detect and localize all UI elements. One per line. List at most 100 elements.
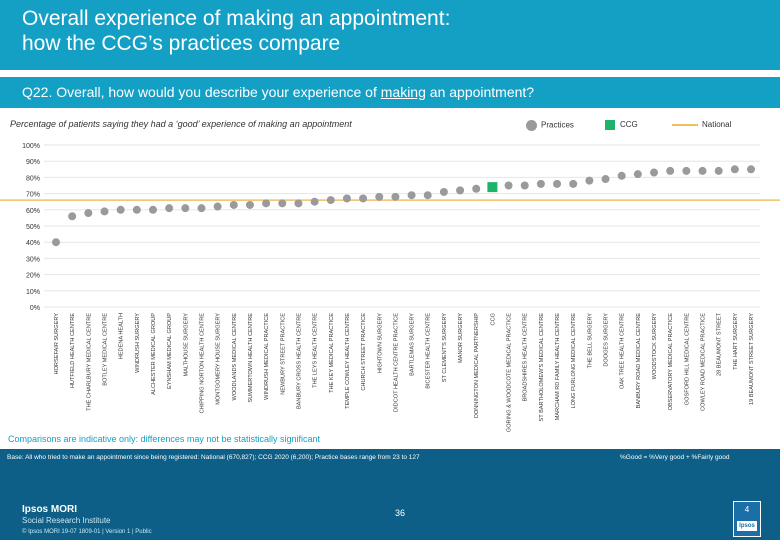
practice-point (601, 175, 610, 184)
practice-point (116, 205, 125, 214)
practice-point (181, 204, 190, 213)
title-line-1: Overall experience of making an appointm… (22, 7, 451, 30)
practice-point (520, 181, 529, 190)
x-tick-label: DOOGES SURGERY (604, 313, 610, 367)
x-tick-label: MONTGOMERY HOUSE SURGERY (216, 313, 222, 405)
question-prefix: Q22. Overall, how would you describe you… (22, 84, 381, 100)
x-tick-label: BANBURY ROAD MEDICAL CENTRE (636, 313, 642, 409)
x-tick-label: THE KEY MEDICAL PRACTICE (329, 313, 335, 393)
y-tick-label: 80% (26, 175, 40, 182)
x-tick-label: BARTLEMAS SURGERY (410, 313, 416, 376)
practice-point (407, 191, 416, 200)
badge-logo: Ipsos (737, 521, 757, 531)
x-tick-label: CHURCH STREET PRACTICE (361, 313, 367, 391)
y-tick-label: 30% (26, 256, 40, 263)
chart-subtitle: Percentage of patients saying they had a… (10, 119, 352, 129)
title-line-2: how the CCG’s practices compare (22, 32, 341, 55)
base-text: Base: All who tried to make an appointme… (7, 454, 420, 461)
x-tick-label: BICESTER HEALTH CENTRE (426, 313, 432, 389)
question-emphasis: making (380, 84, 426, 100)
practice-point (84, 209, 93, 218)
legend-national: National (672, 120, 731, 129)
legend-national-line (672, 123, 698, 126)
x-tick-label: DONNINGTON MEDICAL PARTNERSHIP (474, 313, 480, 418)
practice-point (197, 204, 206, 213)
legend-practice-marker (526, 120, 537, 131)
practice-point (730, 165, 739, 174)
practice-point (100, 207, 109, 216)
practice-point (747, 165, 755, 174)
y-tick-label: 60% (26, 208, 40, 215)
legend-ccg-label: CCG (620, 120, 638, 130)
practice-point (326, 196, 335, 205)
sri-logo-text: Social Research Institute (22, 516, 111, 525)
x-tick-label: HIGHTOWN SURGERY (377, 313, 383, 373)
practice-point (213, 202, 222, 211)
practice-point (536, 179, 545, 188)
practice-point (633, 170, 642, 179)
practice-point (229, 200, 238, 209)
definition-text: %Good = %Very good + %Fairly good (620, 454, 730, 461)
ipsos-badge: 4 Ipsos (733, 501, 761, 537)
x-tick-label: CHIPPING NORTON HEALTH CENTRE (199, 313, 205, 414)
practice-point (553, 179, 562, 188)
x-tick-label: SUMMERTOWN HEALTH CENTRE (248, 313, 254, 403)
practice-point (391, 192, 400, 201)
x-tick-label: HORSEFAIR SURGERY (54, 313, 60, 375)
practice-point (245, 200, 254, 209)
x-tick-label: DIDCOT HEALTH CENTRE PRACTICE (393, 313, 399, 412)
page-title: Overall experience of making an appointm… (22, 6, 450, 56)
practice-point (342, 194, 351, 203)
x-tick-label: TEMPLE COWLEY HEALTH CENTRE (345, 313, 351, 409)
y-tick-label: 0% (30, 305, 40, 312)
question-suffix: an appointment? (425, 84, 535, 100)
copyright: © Ipsos MORI 19-07 1809-01 | Version 1 |… (22, 529, 152, 535)
practice-point (698, 166, 707, 175)
y-tick-label: 70% (26, 192, 40, 199)
legend-practices-label: Practices (541, 120, 574, 130)
x-tick-label: WOODSTOCK SURGERY (652, 313, 658, 380)
practice-point (375, 192, 384, 201)
x-tick-label: GOSFORD HILL MEDICAL CENTRE (684, 313, 690, 405)
practice-point (472, 184, 481, 193)
x-tick-label: COWLEY ROAD MEDICAL PRACTICE (701, 313, 707, 411)
practice-point (68, 212, 77, 221)
legend-practices: Practices (526, 120, 574, 131)
x-tick-label: HUTFIELD HEALTH CENTRE (70, 313, 76, 388)
x-tick-label: BROADSHIRES HEALTH CENTRE (523, 313, 529, 402)
question-bar (0, 77, 780, 108)
practice-point (52, 238, 60, 247)
x-tick-label: BANBURY CROSS HEALTH CENTRE (296, 313, 302, 409)
legend-ccg-marker (605, 120, 615, 130)
practice-point (423, 191, 432, 200)
practice-point (439, 187, 448, 196)
x-tick-label: THE BELL SURGERY (587, 313, 593, 369)
y-tick-label: 50% (26, 224, 40, 231)
header-bar (0, 0, 780, 70)
y-tick-label: 40% (26, 240, 40, 247)
practice-point (682, 166, 691, 175)
badge-number: 4 (744, 505, 750, 514)
x-tick-label: THE LEYS HEALTH CENTRE (313, 313, 319, 388)
practice-point (310, 197, 319, 206)
x-tick-label: EYNSHAM MEDICAL GROUP (167, 313, 173, 389)
practice-point (294, 199, 303, 208)
practice-point (650, 168, 659, 177)
y-tick-label: 20% (26, 273, 40, 280)
practice-point (165, 204, 174, 213)
practice-point (456, 186, 465, 195)
x-tick-label: HEDENA HEALTH (119, 313, 125, 359)
x-tick-label: ST BARTHOLOMEW'S MEDICAL CENTRE (539, 313, 545, 422)
x-tick-label: 19 BEAUMONT STREET SURGERY (749, 313, 755, 405)
practice-point (359, 194, 368, 203)
practice-point (504, 181, 513, 190)
x-tick-label: MARCHAM RD FAMILY HEALTH CENTRE (555, 313, 561, 420)
x-tick-label: CCG (490, 313, 496, 325)
x-tick-label: MANOR SURGERY (458, 313, 464, 363)
y-tick-label: 10% (26, 289, 40, 296)
x-tick-label: LONG FURLONG MEDICAL CENTRE (571, 313, 577, 409)
question-text: Q22. Overall, how would you describe you… (22, 84, 534, 100)
practice-point (278, 199, 287, 208)
x-tick-label: NEWBURY STREET PRACTICE (280, 313, 286, 395)
y-tick-label: 90% (26, 159, 40, 166)
